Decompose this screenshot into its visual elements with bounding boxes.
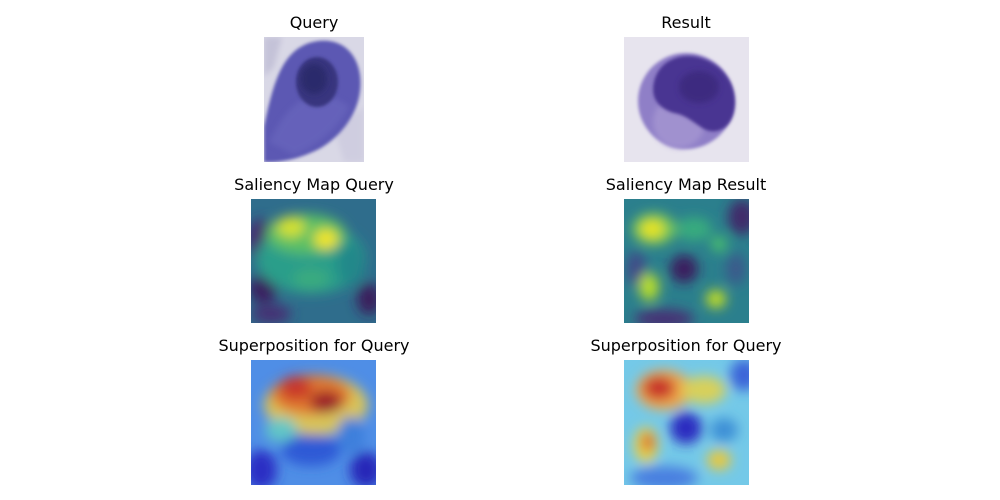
result-cell-image: [624, 37, 749, 162]
result-title: Result: [661, 13, 711, 32]
saliency-result-title: Saliency Map Result: [605, 175, 767, 194]
saliency-query-title: Saliency Map Query: [234, 175, 394, 194]
query-cell-image: [264, 37, 364, 162]
superposition-result-title: Superposition for Query: [590, 336, 782, 355]
superposition-query-title: Superposition for Query: [218, 336, 410, 355]
query-title: Query: [289, 13, 339, 32]
superposition-query-overlay: [251, 360, 376, 485]
superposition-result-overlay: [624, 360, 749, 485]
saliency-query-map: [251, 199, 376, 323]
saliency-result-map: [624, 199, 749, 323]
